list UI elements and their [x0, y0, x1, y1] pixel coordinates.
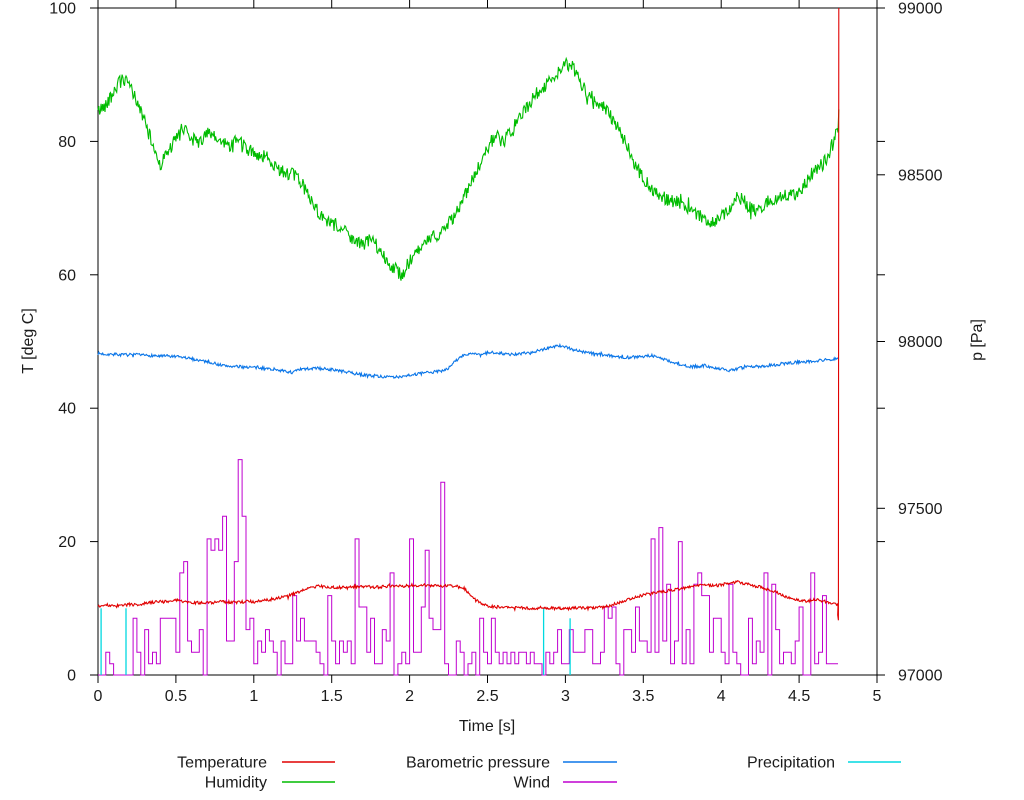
legend-item-humidity: Humidity	[205, 775, 335, 792]
y-left-tick-label: 40	[58, 401, 76, 418]
x-tick-label: 4.5	[788, 688, 810, 705]
series-pressure-line	[97, 342, 840, 380]
y-right-tick-label: 98500	[898, 167, 943, 184]
y-right-axis-title: p [Pa]	[969, 319, 986, 361]
axes-layer: 0 0.5 1 1.5 2 2.5 3 3.5 4 4.5 5 0 20 40 60 80 100 97000 97…	[49, 0, 943, 705]
legend-item-pressure: Barometric pressure	[406, 755, 617, 772]
x-tick-label: 2.5	[476, 688, 498, 705]
y-left-tick-label: 60	[58, 267, 76, 284]
x-tick-label: 1	[249, 688, 258, 705]
x-tick-label: 1.5	[321, 688, 343, 705]
legend-layer: Temperature Humidity Barometric pressure Wi…	[177, 755, 901, 792]
legend-label-humidity: Humidity	[205, 775, 267, 792]
legend-item-temperature: Temperature	[177, 755, 335, 772]
y-right-tick-label: 98000	[898, 334, 943, 351]
x-tick-label: 4	[717, 688, 726, 705]
legend-label-wind: Wind	[514, 775, 550, 792]
y-left-axis-title: T [deg C]	[20, 308, 37, 374]
series-layer	[97, 7, 840, 676]
y-right-tick-label: 99000	[898, 1, 943, 18]
x-tick-label: 2	[405, 688, 414, 705]
legend-label-precipitation: Precipitation	[747, 755, 835, 772]
y-left-tick-label: 100	[49, 1, 76, 18]
x-tick-label: 3	[561, 688, 570, 705]
y-left-tick-label: 20	[58, 534, 76, 551]
y-right-tick-label: 97500	[898, 501, 943, 518]
x-axis-title: Time [s]	[459, 718, 515, 735]
plot-frame	[97, 7, 878, 676]
series-temperature-line	[97, 7, 840, 621]
legend-item-wind: Wind	[514, 775, 617, 792]
x-tick-label: 0	[94, 688, 103, 705]
legend-item-precipitation: Precipitation	[747, 755, 901, 772]
legend-label-pressure: Barometric pressure	[406, 755, 550, 772]
series-humidity-line	[97, 56, 840, 281]
x-tick-label: 3.5	[632, 688, 654, 705]
y-left-tick-label: 0	[67, 668, 76, 685]
y-right-tick-label: 97000	[898, 668, 943, 685]
legend-label-temperature: Temperature	[177, 755, 267, 772]
y-left-tick-label: 80	[58, 134, 76, 151]
x-tick-label: 5	[873, 688, 882, 705]
x-tick-label: 0.5	[165, 688, 187, 705]
series-wind-line	[98, 459, 838, 676]
